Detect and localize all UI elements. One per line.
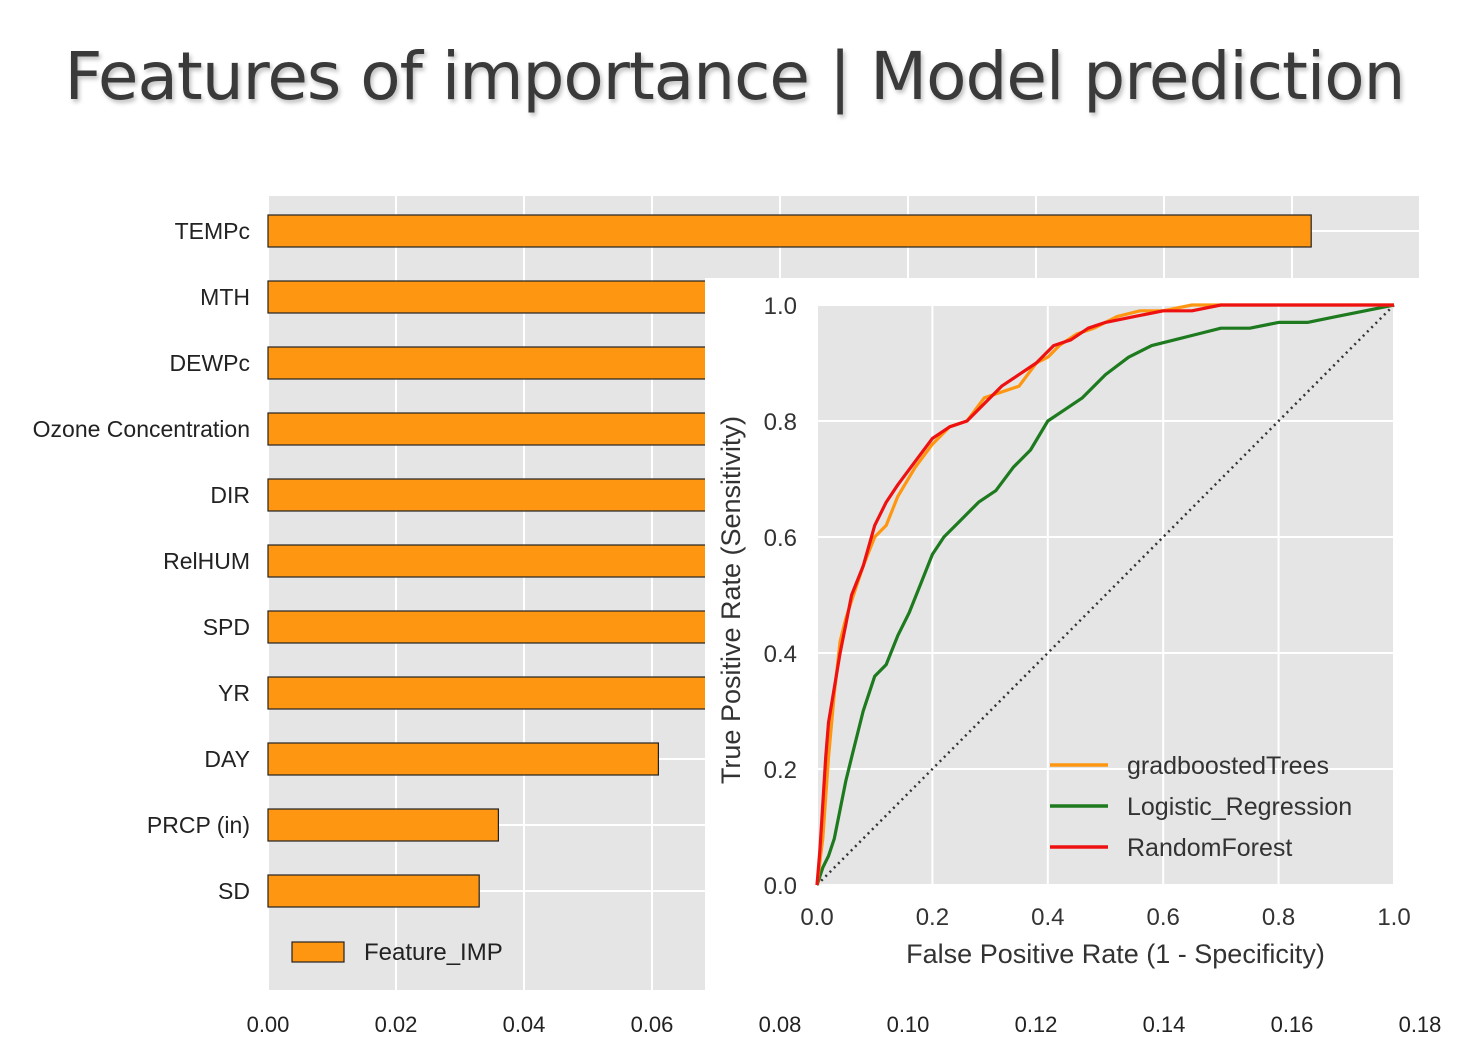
slide-title: Features of importance | Model predictio…: [64, 38, 1406, 115]
roc-y-axis-label: True Positive Rate (Sensitivity): [716, 416, 746, 784]
roc-x-axis-label: False Positive Rate (1 - Specificity): [906, 939, 1325, 969]
roc-x-tick-label: 1.0: [1377, 904, 1410, 931]
bar-x-tick-label: 0.06: [631, 1012, 674, 1037]
bar: [267, 874, 480, 908]
bar: [267, 412, 775, 446]
roc-y-tick-label: 0.4: [764, 641, 797, 668]
bar-x-tick-label: 0.18: [1399, 1012, 1442, 1037]
bar-category-label: PRCP (in): [147, 812, 250, 838]
roc-x-tick-label: 0.8: [1262, 904, 1295, 931]
bar-category-label: DEWPc: [170, 350, 251, 376]
roc-legend-label: RandomForest: [1127, 834, 1292, 862]
roc-y-tick-label: 0.6: [764, 525, 797, 552]
roc-reference-line: [816, 304, 1395, 886]
bar-category-label: DIR: [210, 482, 250, 508]
bar-category-label: Ozone Concentration: [33, 416, 250, 442]
bar-category-label: MTH: [200, 284, 250, 310]
bar-legend-swatch: [291, 941, 345, 963]
bar: [267, 544, 749, 578]
roc-chart-plot: 0.0 0.2 0.4 0.6 0.8 1.0 0.0 0.2 0.4 0.6 0.8 1.0 Fals…: [705, 278, 1420, 990]
bar-legend-label: Feature_IMP: [364, 939, 503, 966]
bar: [267, 214, 1312, 248]
bar-x-tick-label: 0.02: [375, 1012, 418, 1037]
bar-category-label: RelHUM: [163, 548, 250, 574]
bar-x-tick-label: 0.14: [1143, 1012, 1186, 1037]
bar: [267, 478, 762, 512]
roc-curve-Logistic_Regression: [815, 303, 1395, 886]
bar-category-label: SPD: [203, 614, 250, 640]
roc-y-tick-label: 0.0: [764, 873, 797, 900]
roc-y-tick-label: 0.8: [764, 409, 797, 436]
bar-x-tick-label: 0.04: [503, 1012, 546, 1037]
roc-x-tick-label: 0.6: [1147, 904, 1180, 931]
roc-x-tick-label: 0.2: [916, 904, 949, 931]
bar-category-label: SD: [218, 878, 250, 904]
bar-category-label: TEMPc: [175, 218, 250, 244]
bar-x-tick-label: 0.08: [759, 1012, 802, 1037]
bar-x-tick-label: 0.00: [247, 1012, 290, 1037]
roc-y-tick-label: 0.2: [764, 757, 797, 784]
bar: [267, 742, 659, 776]
roc-y-tick-label: 1.0: [764, 293, 797, 320]
bar-x-tick-label: 0.10: [887, 1012, 930, 1037]
roc-x-tick-label: 0.4: [1031, 904, 1064, 931]
bar: [267, 808, 499, 842]
bar-x-tick-label: 0.16: [1271, 1012, 1314, 1037]
bar-category-label: YR: [218, 680, 250, 706]
bar-category-label: DAY: [204, 746, 250, 772]
roc-x-tick-label: 0.0: [800, 904, 833, 931]
roc-legend-label: gradboostedTrees: [1127, 752, 1329, 780]
bar-x-tick-label: 0.12: [1015, 1012, 1058, 1037]
roc-curve-RandomForest: [815, 303, 1394, 886]
roc-legend-label: Logistic_Regression: [1127, 793, 1352, 821]
